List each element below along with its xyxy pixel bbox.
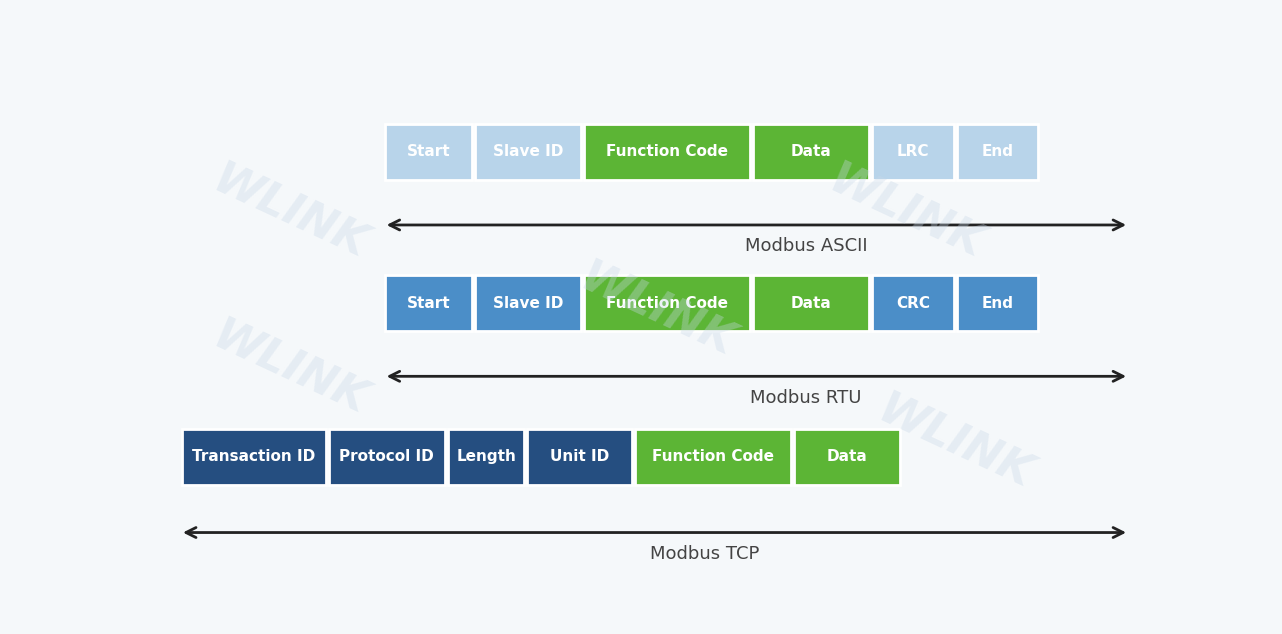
Bar [182,429,326,485]
Text: Transaction ID: Transaction ID [192,450,315,464]
Text: End: End [981,145,1013,159]
Text: WLINK: WLINK [205,314,373,424]
Bar [585,124,750,180]
Text: WLINK: WLINK [870,388,1040,496]
Bar [386,124,472,180]
Text: Function Code: Function Code [606,295,728,311]
Text: Length: Length [456,450,517,464]
Text: Slave ID: Slave ID [492,145,563,159]
Text: WLINK: WLINK [822,158,990,268]
Text: Modbus TCP: Modbus TCP [650,545,759,563]
Text: Function Code: Function Code [651,450,773,464]
Text: Unit ID: Unit ID [550,450,609,464]
Text: Protocol ID: Protocol ID [340,450,435,464]
Text: WLINK: WLINK [573,256,741,365]
Text: Data: Data [827,450,867,464]
Bar [585,275,750,331]
Text: Slave ID: Slave ID [492,295,563,311]
Bar [527,429,632,485]
Bar [956,275,1038,331]
Text: Data: Data [791,145,832,159]
Bar [872,275,954,331]
Bar [447,429,524,485]
Bar [635,429,791,485]
Text: LRC: LRC [896,145,929,159]
Text: Data: Data [791,295,832,311]
Bar [386,275,472,331]
Bar [474,124,581,180]
Bar [753,275,869,331]
Bar [956,124,1038,180]
Text: CRC: CRC [896,295,929,311]
Text: Start: Start [406,295,450,311]
Text: Modbus RTU: Modbus RTU [750,389,862,406]
Bar [872,124,954,180]
Text: Function Code: Function Code [606,145,728,159]
Bar [794,429,900,485]
Bar [328,429,445,485]
Text: Modbus ASCII: Modbus ASCII [745,237,868,255]
Text: Start: Start [406,145,450,159]
Bar [753,124,869,180]
Text: WLINK: WLINK [205,158,373,268]
Text: End: End [981,295,1013,311]
Bar [474,275,581,331]
